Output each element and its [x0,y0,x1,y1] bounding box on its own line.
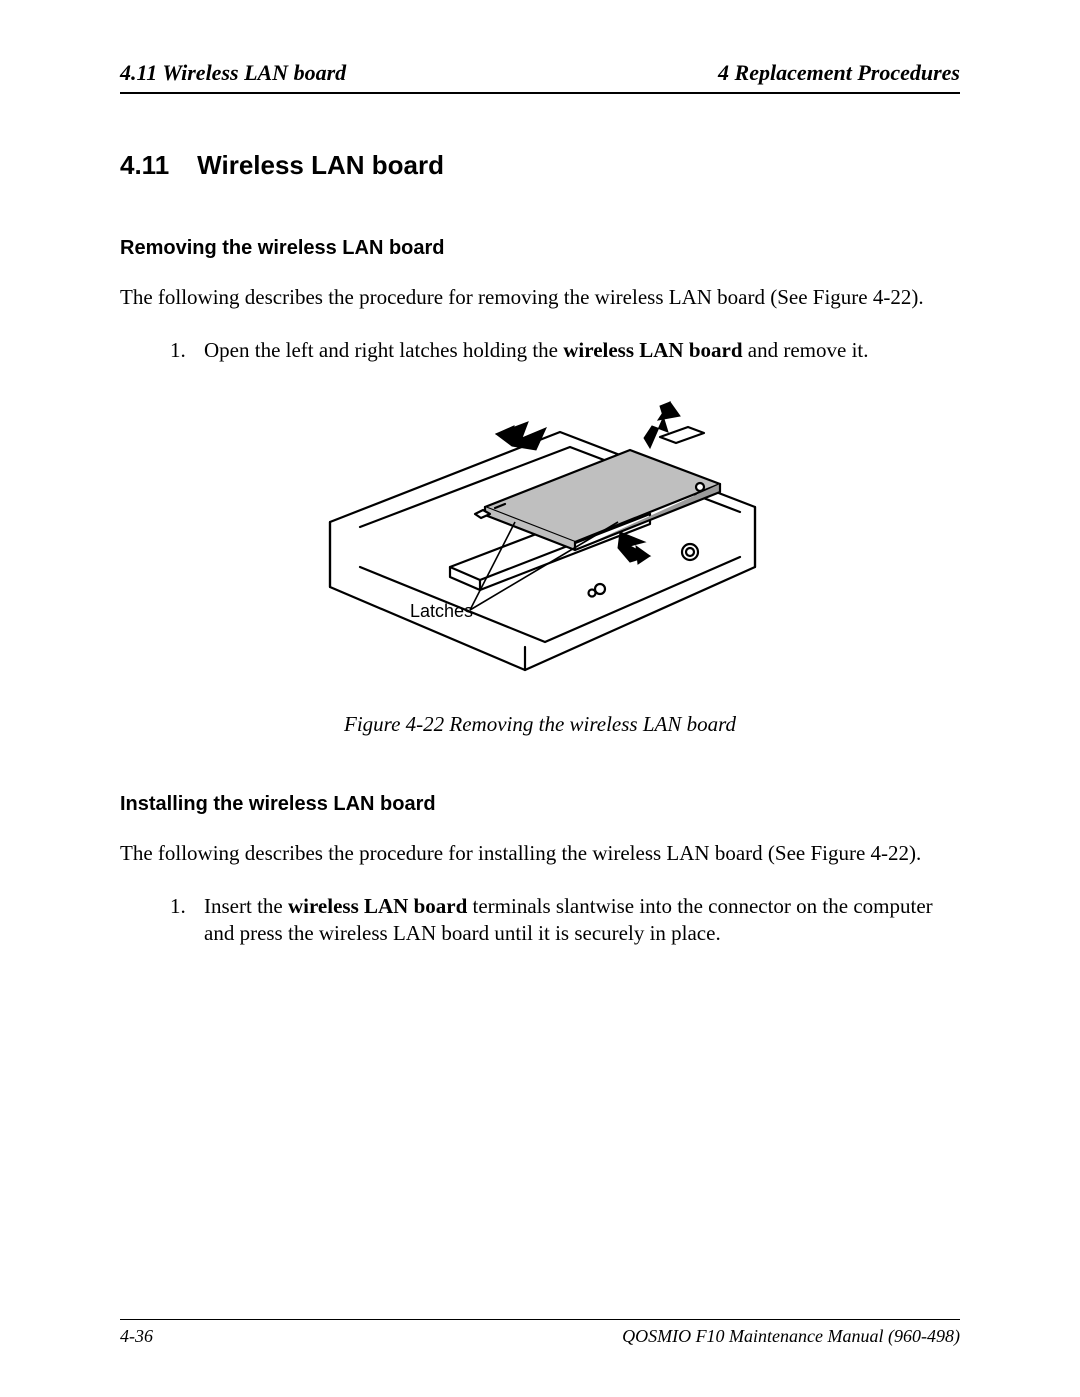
step-text-post: and remove it. [743,338,869,362]
step-text-pre: Insert the [204,894,288,918]
diagram-label-latches: Latches [410,601,473,621]
list-item: 1. Insert the wireless LAN board termina… [170,893,960,947]
running-header: 4.11 Wireless LAN board 4 Replacement Pr… [120,60,960,94]
section-number: 4.11 [120,150,169,181]
section-heading: 4.11 Wireless LAN board [120,150,960,181]
list-item: 1. Open the left and right latches holdi… [170,337,960,364]
list-marker: 1. [170,893,204,947]
figure-caption: Figure 4-22 Removing the wireless LAN bo… [344,712,736,737]
diagram-svg: Latches [300,392,780,692]
list-body: Insert the wireless LAN board terminals … [204,893,960,947]
installing-steps: 1. Insert the wireless LAN board termina… [120,893,960,947]
step-text-pre: Open the left and right latches holding … [204,338,563,362]
step-text-bold: wireless LAN board [563,338,742,362]
installing-heading: Installing the wireless LAN board [120,793,960,816]
footer-right: QOSMIO F10 Maintenance Manual (960-498) [622,1326,960,1347]
step-text-bold: wireless LAN board [288,894,467,918]
removing-steps: 1. Open the left and right latches holdi… [120,337,960,364]
header-left: 4.11 Wireless LAN board [120,60,346,86]
list-body: Open the left and right latches holding … [204,337,960,364]
removing-heading: Removing the wireless LAN board [120,237,960,260]
list-marker: 1. [170,337,204,364]
section-title: Wireless LAN board [197,150,444,180]
removing-intro: The following describes the procedure fo… [120,284,960,311]
figure-4-22: Latches Figure 4-22 Removing the wireles… [120,392,960,737]
installing-intro: The following describes the procedure fo… [120,840,960,867]
running-footer: 4-36 QOSMIO F10 Maintenance Manual (960-… [120,1319,960,1347]
header-right: 4 Replacement Procedures [718,60,960,86]
footer-left: 4-36 [120,1326,153,1347]
page: 4.11 Wireless LAN board 4 Replacement Pr… [0,0,1080,1397]
